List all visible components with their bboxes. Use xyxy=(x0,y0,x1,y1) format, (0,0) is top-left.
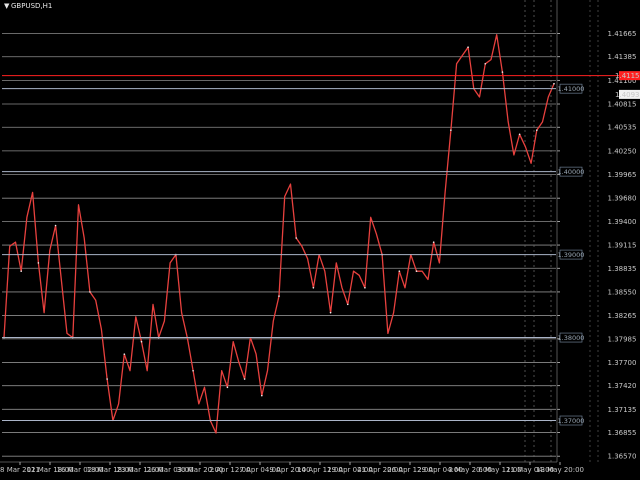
x-tick-label: 21 Apr 20:00 xyxy=(357,466,403,474)
price-point xyxy=(278,295,280,297)
price-point xyxy=(20,270,22,272)
price-point xyxy=(364,286,366,289)
current-price-label: 1.41157 xyxy=(615,72,640,80)
price-point xyxy=(329,311,332,314)
price-point xyxy=(501,71,504,73)
x-tick-label: 29 Apr 04:00 xyxy=(417,466,463,474)
x-tick-label: 26 Mar 03:00 xyxy=(147,466,194,474)
x-tick-label: 8 Mar 2021 xyxy=(0,466,40,474)
price-point xyxy=(432,241,435,243)
price-point xyxy=(106,378,108,380)
x-tick-label: 30 Mar 20:00 xyxy=(177,466,224,474)
y-tick-label: 1.37420 xyxy=(608,382,637,390)
round-level-labels: 1.41000 1.40000 1.39000 1.38000 1.37000 xyxy=(2,83,585,426)
x-tick-label: 11 Mar 18:00 xyxy=(27,466,74,474)
symbol-header[interactable]: ▼ GBPUSD,H1 xyxy=(4,2,52,10)
y-tick-label: 1.41665 xyxy=(608,30,637,38)
symbol-label: GBPUSD,H1 xyxy=(11,2,52,10)
y-tick-label: 1.37985 xyxy=(608,335,637,343)
y-tick-label: 1.39115 xyxy=(608,242,637,250)
x-tick-label: 13 May 20:00 xyxy=(536,466,584,474)
y-tick-label: 1.36855 xyxy=(608,429,637,437)
price-point xyxy=(226,386,229,389)
triangle-down-icon[interactable]: ▼ xyxy=(4,2,10,10)
price-point xyxy=(484,62,487,65)
round-level-box xyxy=(559,166,583,177)
x-tick-label: 23 Mar 11:00 xyxy=(117,466,164,474)
price-point xyxy=(518,133,521,136)
period-separators xyxy=(524,0,599,462)
round-level-box xyxy=(559,83,583,94)
round-level-box xyxy=(559,415,583,426)
current-price-box xyxy=(619,71,640,81)
y-tick-label: 1.39965 xyxy=(608,171,637,179)
y-tick-label: 1.39400 xyxy=(608,218,637,226)
round-level-label: 1.38000 xyxy=(558,334,585,342)
price-point xyxy=(243,378,246,380)
price-point xyxy=(450,129,452,131)
y-tick-label: 1.38550 xyxy=(608,288,637,296)
price-point xyxy=(536,129,538,131)
y-tick-label: 1.41100 xyxy=(608,77,637,85)
x-tick-label: 18 Mar 18:00 xyxy=(87,466,134,474)
round-level-label: 1.39000 xyxy=(558,251,585,259)
price-point xyxy=(140,340,143,343)
y-tick-label: 1.39680 xyxy=(608,195,637,203)
price-point xyxy=(261,394,263,397)
x-tick-label: 6 May 12:00 xyxy=(478,466,522,474)
price-point xyxy=(415,270,418,272)
x-tick-label: 3 May 20:00 xyxy=(448,466,492,474)
price-point xyxy=(89,291,91,293)
y-tick-label: 1.40535 xyxy=(608,124,637,132)
x-tick-label: 19 Apr 04:00 xyxy=(327,466,373,474)
price-point xyxy=(553,82,555,85)
price-axis: 1.41665 1.41385 1.41100 1.40815 1.40535 1.402… xyxy=(2,0,640,462)
x-tick-label: 11 May 04:00 xyxy=(506,466,554,474)
price-point xyxy=(192,369,194,372)
price-point xyxy=(398,270,401,272)
price-point xyxy=(123,353,126,355)
bid-price-box xyxy=(619,89,640,99)
price-point xyxy=(312,286,315,289)
round-level-box xyxy=(559,249,583,260)
price-series xyxy=(3,34,555,434)
round-level-box xyxy=(559,332,583,343)
x-tick-label: 9 Apr 20:00 xyxy=(269,466,310,474)
x-tick-label: 14 Apr 12:00 xyxy=(297,466,343,474)
y-tick-label: 1.37700 xyxy=(608,359,637,367)
y-tick-label: 1.36570 xyxy=(608,453,637,461)
bid-price-label: 1.40931 xyxy=(615,91,640,99)
y-tick-label: 1.40250 xyxy=(608,147,637,155)
x-tick-label: 16 Mar 02:00 xyxy=(57,466,104,474)
price-point xyxy=(346,303,349,306)
round-level-label: 1.40000 xyxy=(558,168,585,176)
y-tick-label: 1.37135 xyxy=(608,406,637,414)
y-tick-label: 1.38265 xyxy=(608,312,637,320)
y-tick-label: 1.40815 xyxy=(608,101,637,109)
round-level-label: 1.41000 xyxy=(558,85,585,93)
x-tick-label: 7 Apr 04:00 xyxy=(239,466,280,474)
price-point xyxy=(54,224,57,227)
price-point xyxy=(467,46,469,48)
price-point xyxy=(295,237,297,239)
price-point xyxy=(37,262,40,264)
y-tick-label: 1.38835 xyxy=(608,265,637,273)
x-tick-label: 26 Apr 12:00 xyxy=(387,466,433,474)
y-tick-label: 1.41385 xyxy=(608,53,637,61)
round-level-label: 1.37000 xyxy=(558,417,585,425)
x-tick-label: 2 Apr 12:00 xyxy=(209,466,250,474)
horizontal-grid xyxy=(2,33,556,457)
